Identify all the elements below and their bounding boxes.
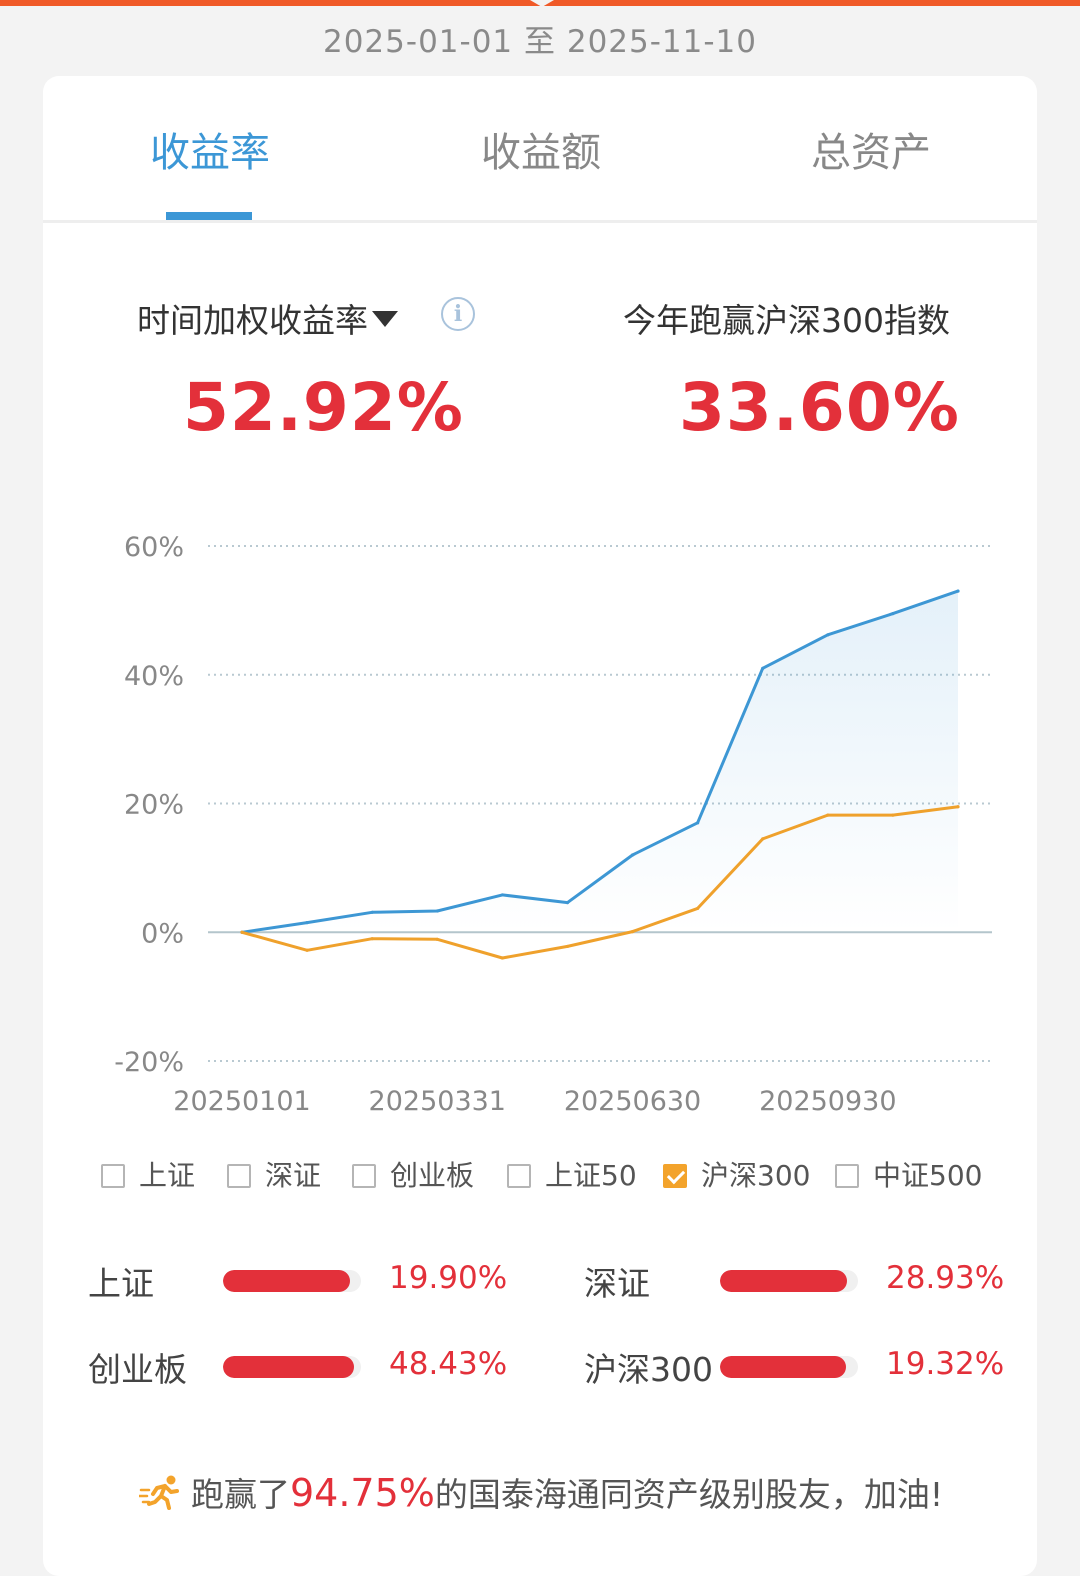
tab-return-amount[interactable]: 收益额 — [481, 130, 601, 176]
x-tick-label: 20250930 — [759, 1086, 896, 1117]
legend-item-sse50[interactable]: 上证50 — [507, 1154, 637, 1194]
series-line-0 — [240, 589, 960, 934]
checkbox-icon — [227, 1164, 251, 1188]
metric-type-label: 时间加权收益率 — [137, 301, 368, 340]
ranking-prefix: 跑赢了 — [191, 1475, 290, 1514]
legend-item-chinext[interactable]: 创业板 — [352, 1154, 474, 1194]
index-value-shanghai: 19.90% — [389, 1260, 508, 1296]
data-point — [305, 920, 309, 925]
checkbox-icon — [507, 1164, 531, 1188]
tab-bar: 收益率 收益额 总资产 — [43, 76, 1037, 223]
data-point — [956, 589, 960, 593]
index-bar-shanghai — [223, 1270, 361, 1292]
data-point — [956, 805, 960, 809]
return-line-chart: 60% 40% 20% 0% -20% 20250101 20250331 20250630 2… — [114, 532, 992, 1117]
index-name-shenzhen: 深证 — [584, 1264, 650, 1303]
data-point — [630, 853, 635, 857]
ranking-message: 跑赢了94.75%的国泰海通同资产级别股友，加油! — [191, 1468, 943, 1516]
checkbox-icon — [835, 1164, 859, 1188]
legend-label: 创业板 — [390, 1159, 475, 1192]
data-point — [500, 956, 504, 960]
y-tick-label: 40% — [124, 661, 184, 692]
index-bar-csi300 — [720, 1356, 858, 1378]
legend-item-csi300[interactable]: 沪深300 — [663, 1154, 810, 1194]
data-point — [891, 813, 895, 817]
data-point — [500, 893, 504, 897]
index-bar-fill — [223, 1270, 350, 1292]
data-point — [565, 944, 570, 949]
outperform-label: 今年跑赢沪深300指数 — [623, 301, 950, 340]
data-point — [826, 813, 830, 817]
info-icon[interactable]: i — [441, 297, 475, 331]
legend-label: 中证500 — [873, 1159, 983, 1192]
data-point — [826, 633, 830, 637]
data-point — [435, 909, 439, 913]
checkbox-icon — [101, 1164, 125, 1188]
legend-label: 上证 — [139, 1159, 196, 1192]
index-bar-shenzhen — [720, 1270, 858, 1292]
outperform-value: 33.60% — [679, 369, 960, 446]
index-bar-chinext — [223, 1356, 361, 1378]
y-tick-label: 20% — [124, 790, 184, 821]
x-tick-label: 20250331 — [369, 1086, 506, 1117]
data-point — [696, 821, 700, 825]
index-name-csi300: 沪深300 — [584, 1350, 713, 1389]
index-bar-fill — [223, 1356, 355, 1378]
legend-label: 深证 — [265, 1159, 322, 1192]
legend-item-shanghai[interactable]: 上证 — [101, 1154, 195, 1194]
dropdown-caret-icon — [372, 310, 398, 327]
checkbox-icon — [352, 1164, 376, 1188]
index-bar-fill — [720, 1270, 847, 1292]
index-value-chinext: 48.43% — [389, 1346, 508, 1382]
ranking-percent: 94.75% — [290, 1471, 435, 1515]
data-point — [240, 930, 244, 934]
y-tick-label: 0% — [141, 918, 184, 949]
tab-total-assets[interactable]: 总资产 — [811, 130, 931, 176]
checkbox-checked-icon — [663, 1164, 687, 1188]
data-point — [696, 906, 700, 911]
data-point — [630, 930, 635, 934]
data-point — [891, 611, 895, 616]
index-value-shenzhen: 28.93% — [886, 1260, 1005, 1296]
index-name-shanghai: 上证 — [88, 1264, 154, 1303]
data-point — [435, 937, 439, 941]
legend-item-shenzhen[interactable]: 深证 — [227, 1154, 321, 1194]
x-tick-label: 20250630 — [564, 1086, 701, 1117]
data-point — [370, 937, 374, 941]
tab-return-rate[interactable]: 收益率 — [150, 130, 270, 176]
benchmark-legend: 上证 深证 创业板 上证50 沪深300 中证500 — [101, 1154, 1001, 1194]
legend-label: 上证50 — [545, 1159, 637, 1192]
top-notch — [530, 0, 554, 7]
series-line-1 — [240, 805, 960, 960]
data-point — [761, 837, 765, 841]
legend-label: 沪深300 — [701, 1159, 811, 1192]
y-tick-label: -20% — [114, 1047, 184, 1078]
index-name-chinext: 创业板 — [88, 1350, 187, 1389]
series-area-0 — [242, 591, 958, 933]
runner-icon — [139, 1475, 179, 1510]
x-tick-label: 20250101 — [173, 1086, 310, 1117]
data-point — [761, 666, 765, 670]
legend-item-csi500[interactable]: 中证500 — [835, 1154, 982, 1194]
active-tab-indicator — [166, 212, 252, 220]
y-tick-label: 60% — [124, 532, 184, 563]
index-value-csi300: 19.32% — [886, 1346, 1005, 1382]
index-bar-fill — [720, 1356, 846, 1378]
date-range[interactable]: 2025-01-01 至 2025-11-10 — [322, 24, 758, 60]
metric-type-selector[interactable]: 时间加权收益率 — [137, 294, 398, 342]
return-rate-value: 52.92% — [183, 369, 464, 446]
data-point — [370, 910, 374, 914]
ranking-suffix: 的国泰海通同资产级别股友，加油! — [434, 1475, 944, 1514]
data-point — [565, 901, 570, 905]
data-point — [305, 948, 309, 952]
